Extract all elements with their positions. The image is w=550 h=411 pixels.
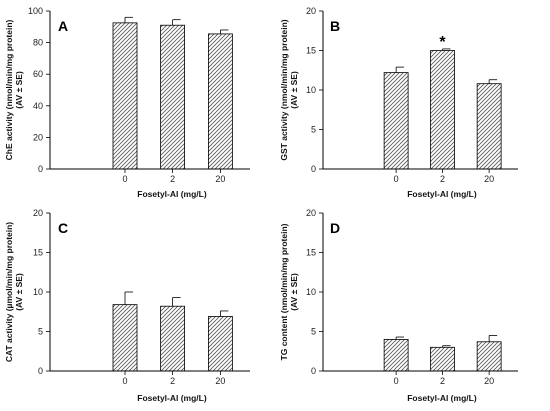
error-bar-d-20 — [488, 335, 498, 342]
panel-d: 0 2 20 0 5 10 15 20 D Fosetyl-Al (mg/L) TG content… — [279, 208, 518, 403]
panel-a: 0 2 20 0 20 40 60 80 100 A Fosetyl-Al (mg/L) ChE ac… — [4, 6, 250, 199]
x-tick-label: 20 — [484, 376, 494, 386]
y-tick-label: 5 — [38, 327, 43, 337]
y-tick-label: 15 — [306, 248, 316, 258]
y-tick-label: 5 — [311, 327, 316, 337]
bar-a-20 — [207, 33, 233, 170]
y-axis-title: CAT activity (µmol/min/mg protein) — [4, 222, 14, 362]
error-bar-a-0 — [124, 16, 133, 23]
y-tick-label: 0 — [38, 366, 43, 376]
y-tick-label: 20 — [33, 132, 43, 142]
y-tick-label: 60 — [33, 69, 43, 79]
error-bar-c-20 — [219, 310, 229, 317]
error-bar-c-0 — [124, 291, 133, 305]
y-tick-label: 0 — [311, 164, 316, 174]
bar-b-20 — [476, 83, 502, 170]
x-tick-label: 2 — [440, 376, 445, 386]
y-tick-label: 100 — [28, 6, 43, 16]
x-axis-title: Fosetyl-Al (mg/L) — [137, 189, 207, 199]
bar-a-2 — [160, 24, 186, 170]
y-axis-title: (AV ± SE) — [289, 273, 299, 311]
y-axis-title: (AV ± SE) — [289, 71, 299, 109]
x-axis-title: Fosetyl-Al (mg/L) — [407, 393, 477, 403]
bar-c-0 — [112, 304, 138, 372]
bar-b-2 — [430, 50, 455, 170]
y-tick-label: 10 — [33, 287, 43, 297]
x-tick-label: 0 — [394, 174, 399, 184]
panel-b: 0 2 * 20 0 5 10 15 20 B Fosetyl-Al (mg/L) GST activ… — [279, 6, 518, 199]
error-bar-c-2 — [172, 297, 181, 307]
y-tick-label: 20 — [33, 208, 43, 218]
x-axis-title: Fosetyl-Al (mg/L) — [407, 189, 477, 199]
panel-c: 0 2 20 0 5 10 15 20 C Fosetyl-Al (mg/L) CAT activi… — [4, 208, 250, 403]
y-tick-label: 40 — [33, 101, 43, 111]
y-axis-title: ChE activity (nmol/min/mg protein) — [4, 19, 14, 160]
significance-mark: * — [439, 34, 446, 51]
x-tick-label: 20 — [215, 376, 225, 386]
error-bar-b-0 — [395, 66, 405, 73]
y-axis-title: (AV ± SE) — [14, 273, 24, 311]
x-tick-label: 20 — [484, 174, 494, 184]
bar-c-2 — [160, 305, 186, 372]
panel-letter: D — [330, 220, 340, 236]
bar-b-0 — [383, 72, 409, 170]
error-bar-b-20 — [488, 79, 498, 84]
x-tick-label: 0 — [122, 174, 127, 184]
x-tick-label: 2 — [440, 174, 445, 184]
bar-c-20 — [207, 316, 233, 372]
y-tick-label: 15 — [33, 248, 43, 258]
bar-d-20 — [476, 341, 502, 372]
x-tick-label: 20 — [215, 174, 225, 184]
y-tick-label: 10 — [306, 287, 316, 297]
panel-letter: C — [58, 220, 68, 236]
bar-d-2 — [430, 346, 455, 372]
bar-d-0 — [383, 338, 409, 372]
error-bar-d-0 — [395, 336, 405, 340]
y-tick-label: 5 — [311, 125, 316, 135]
y-axis-title: GST activity (nmol/min/mg protein) — [279, 19, 289, 160]
x-axis-title: Fosetyl-Al (mg/L) — [137, 393, 207, 403]
panel-letter: A — [58, 18, 68, 34]
error-bar-a-20 — [219, 29, 229, 34]
y-tick-label: 80 — [33, 38, 43, 48]
y-tick-label: 10 — [306, 85, 316, 95]
y-tick-label: 20 — [306, 208, 316, 218]
bar-a-0 — [112, 22, 138, 170]
error-bar-a-2 — [172, 19, 181, 26]
y-axis-title: TG content (nmol/min/mg protein) — [279, 223, 289, 360]
error-bar-b-2 — [442, 48, 451, 51]
error-bar-d-2 — [442, 345, 451, 348]
x-tick-label: 2 — [170, 174, 175, 184]
y-axis-title: (AV ± SE) — [14, 71, 24, 109]
y-tick-label: 0 — [311, 366, 316, 376]
x-tick-label: 0 — [122, 376, 127, 386]
panel-letter: B — [330, 18, 340, 34]
y-tick-label: 0 — [38, 164, 43, 174]
x-tick-label: 0 — [394, 376, 399, 386]
y-tick-label: 20 — [306, 6, 316, 16]
y-tick-label: 15 — [306, 46, 316, 56]
x-tick-label: 2 — [170, 376, 175, 386]
